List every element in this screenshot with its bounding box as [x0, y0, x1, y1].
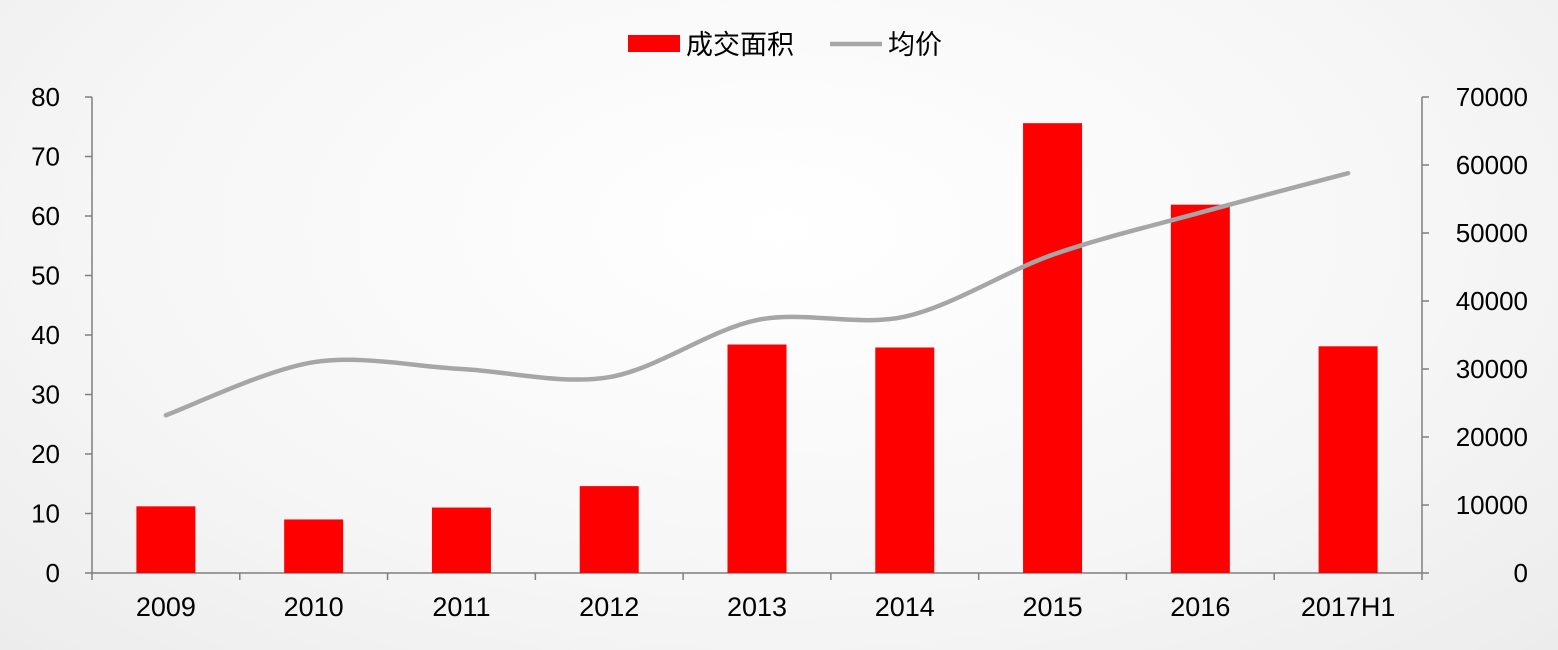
y-left-tick-label: 10: [31, 499, 60, 529]
x-tick-label: 2009: [136, 592, 196, 622]
x-tick-label: 2011: [432, 592, 490, 622]
bar-2014: [875, 347, 935, 573]
line-series: [163, 170, 1351, 418]
y-left-tick-label: 50: [31, 261, 60, 291]
y-right-tick-label: 30000: [1456, 354, 1528, 384]
y-right-tick-label: 10000: [1456, 490, 1528, 520]
bar-2016: [1170, 204, 1230, 573]
bar-2015: [1023, 123, 1083, 574]
y-right-tick-label: 40000: [1456, 286, 1528, 316]
y-right-tick-label: 50000: [1456, 218, 1528, 248]
y-right-tick-label: 70000: [1456, 82, 1528, 112]
bar-2013: [727, 344, 787, 573]
axes: 0 10 20 30 40 50 60 70 80 0 10000 20000 30000 40000 50…: [31, 82, 1528, 588]
y-right-tick-label: 60000: [1456, 150, 1528, 180]
bar-2010: [284, 519, 344, 573]
legend-label-price: 均价: [888, 30, 942, 60]
y-left-tick-label: 0: [46, 558, 60, 588]
x-tick-label: 2013: [727, 592, 787, 622]
x-tick-label: 2015: [1023, 592, 1083, 622]
y-left-tick-label: 40: [31, 320, 60, 350]
bar-2017H1: [1318, 346, 1378, 573]
x-tick-label: 2017H1: [1301, 592, 1396, 622]
y-left-tick-label: 30: [31, 380, 60, 410]
x-tick-label: 2014: [875, 592, 935, 622]
y-left-tick-label: 20: [31, 439, 60, 469]
legend-label-area: 成交面积: [686, 30, 794, 60]
legend: 成交面积 均价: [628, 30, 942, 60]
x-tick-label: 2012: [579, 592, 639, 622]
bar-2009: [136, 506, 196, 573]
y-left-tick-label: 70: [31, 142, 60, 172]
x-axis-labels: 2009 2010 2011 2012 2013 2014 2015 2016 2017H1: [136, 592, 1396, 622]
y-left-tick-label: 60: [31, 201, 60, 231]
y-left-tick-label: 80: [31, 82, 60, 112]
x-tick-label: 2016: [1170, 592, 1230, 622]
bar-2012: [579, 486, 639, 573]
legend-swatch-area: [628, 35, 680, 52]
bar-2011: [431, 507, 491, 573]
y-right-tick-label: 20000: [1456, 422, 1528, 452]
y-right-tick-label: 0: [1514, 558, 1528, 588]
x-tick-label: 2010: [284, 592, 344, 622]
bar-series: [136, 123, 1378, 574]
